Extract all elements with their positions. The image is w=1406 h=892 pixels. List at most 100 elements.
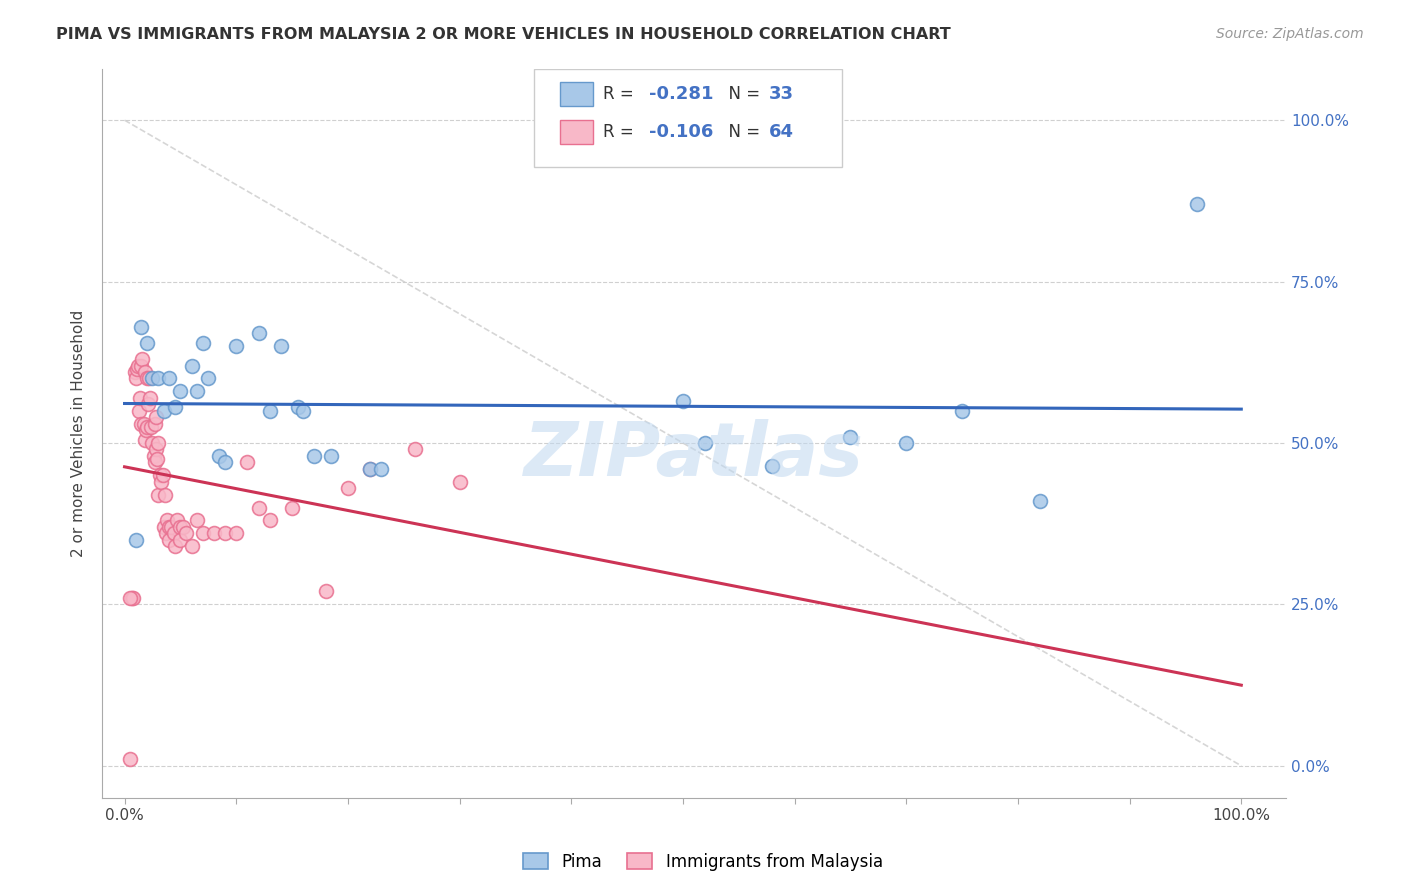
Point [127, 359, 149, 373]
Point [152, 520, 174, 534]
Point [139, 391, 162, 405]
Point [449, 475, 471, 489]
Point [166, 513, 188, 527]
Point [136, 397, 159, 411]
Point [135, 371, 157, 385]
Point [191, 335, 214, 350]
Point [169, 533, 191, 547]
Point [125, 361, 148, 376]
Point [146, 436, 169, 450]
Point [129, 359, 152, 373]
Point [141, 420, 163, 434]
Point [236, 455, 259, 469]
Y-axis label: 2 or more Vehicles in Household: 2 or more Vehicles in Household [72, 310, 86, 557]
FancyBboxPatch shape [534, 69, 842, 167]
Point [152, 468, 174, 483]
Point [321, 449, 343, 463]
Point [142, 449, 165, 463]
Point [259, 513, 281, 527]
Point [336, 481, 359, 495]
Point [141, 436, 163, 450]
Text: 33: 33 [769, 85, 793, 103]
Point [180, 359, 202, 373]
Point [214, 526, 236, 541]
Point [157, 371, 180, 385]
Point [143, 417, 166, 431]
Text: PIMA VS IMMIGRANTS FROM MALAYSIA 2 OR MORE VEHICLES IN HOUSEHOLD CORRELATION CHA: PIMA VS IMMIGRANTS FROM MALAYSIA 2 OR MO… [56, 27, 950, 42]
Point [191, 526, 214, 541]
Point [129, 319, 152, 334]
Point [160, 520, 183, 534]
Point [155, 526, 177, 541]
Point [135, 420, 157, 434]
Point [281, 500, 304, 515]
Point [172, 520, 194, 534]
Point [143, 455, 166, 469]
Point [202, 526, 225, 541]
Point [287, 401, 309, 415]
Point [163, 539, 186, 553]
Point [121, 591, 143, 605]
Point [186, 384, 208, 399]
Text: Source: ZipAtlas.com: Source: ZipAtlas.com [1216, 27, 1364, 41]
FancyBboxPatch shape [561, 82, 593, 106]
Point [214, 455, 236, 469]
Point [225, 526, 247, 541]
Point [672, 394, 695, 409]
Point [1029, 494, 1052, 508]
Point [152, 403, 174, 417]
Point [120, 752, 142, 766]
Point [129, 417, 152, 431]
Text: -0.281: -0.281 [650, 85, 714, 103]
Point [125, 371, 148, 385]
Point [146, 488, 169, 502]
Point [135, 423, 157, 437]
Point [156, 513, 179, 527]
Point [131, 352, 153, 367]
Point [304, 449, 326, 463]
Point [146, 452, 169, 467]
Point [270, 339, 292, 353]
Point [259, 403, 281, 417]
Point [761, 458, 783, 473]
Text: ZIPatlas: ZIPatlas [524, 418, 865, 491]
Point [128, 403, 150, 417]
Point [157, 520, 180, 534]
Point [150, 475, 173, 489]
Point [225, 339, 247, 353]
Point [247, 326, 270, 341]
Point [145, 442, 167, 457]
Point [157, 533, 180, 547]
Text: 64: 64 [769, 123, 793, 141]
Point [950, 403, 973, 417]
Point [247, 500, 270, 515]
Point [839, 429, 862, 443]
Point [359, 462, 381, 476]
Point [359, 462, 381, 476]
Point [149, 468, 172, 483]
Text: -0.106: -0.106 [650, 123, 713, 141]
Text: R =: R = [603, 123, 638, 141]
Point [208, 449, 231, 463]
Text: R =: R = [603, 85, 638, 103]
Point [129, 391, 152, 405]
Text: N =: N = [717, 123, 765, 141]
Point [146, 371, 169, 385]
FancyBboxPatch shape [561, 120, 593, 144]
Point [145, 410, 167, 425]
Point [169, 520, 191, 534]
Point [125, 533, 148, 547]
Point [135, 335, 157, 350]
Point [186, 513, 208, 527]
Point [134, 433, 156, 447]
Point [370, 462, 392, 476]
Legend: Pima, Immigrants from Malaysia: Pima, Immigrants from Malaysia [515, 845, 891, 880]
Point [163, 526, 186, 541]
Text: N =: N = [717, 85, 765, 103]
Point [138, 371, 160, 385]
Point [141, 371, 163, 385]
Point [292, 403, 315, 417]
Point [153, 488, 176, 502]
Point [134, 365, 156, 379]
Point [197, 371, 219, 385]
